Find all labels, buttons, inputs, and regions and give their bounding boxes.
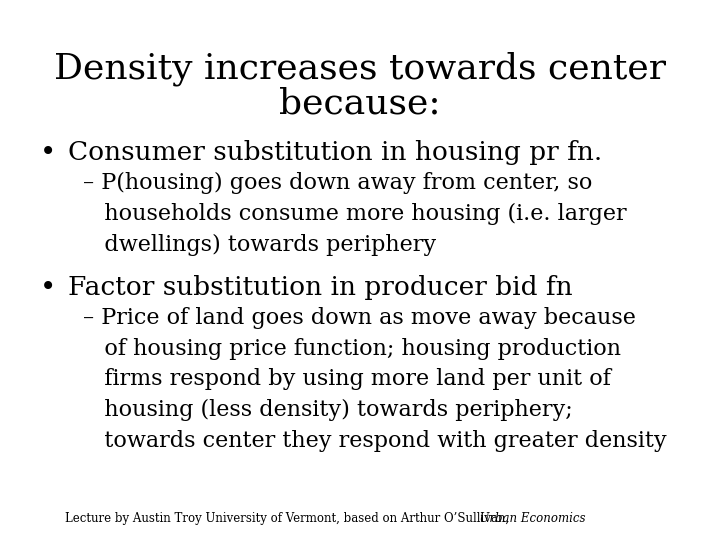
Text: – Price of land goes down as move away because: – Price of land goes down as move away b… bbox=[83, 307, 636, 329]
Text: Factor substitution in producer bid fn: Factor substitution in producer bid fn bbox=[68, 275, 573, 300]
Text: Density increases towards center: Density increases towards center bbox=[54, 51, 666, 86]
Text: because:: because: bbox=[279, 86, 441, 120]
Text: housing (less density) towards periphery;: housing (less density) towards periphery… bbox=[83, 399, 572, 421]
Text: of housing price function; housing production: of housing price function; housing produ… bbox=[83, 338, 621, 360]
Text: towards center they respond with greater density: towards center they respond with greater… bbox=[83, 430, 667, 452]
Text: Urban Economics: Urban Economics bbox=[472, 512, 585, 525]
Text: •: • bbox=[40, 275, 56, 302]
Text: dwellings) towards periphery: dwellings) towards periphery bbox=[83, 234, 436, 256]
Text: – P(housing) goes down away from center, so: – P(housing) goes down away from center,… bbox=[83, 172, 592, 194]
Text: •: • bbox=[40, 140, 56, 167]
Text: Consumer substitution in housing pr fn.: Consumer substitution in housing pr fn. bbox=[68, 140, 603, 165]
Text: Lecture by Austin Troy University of Vermont, based on Arthur O’Sullivan,: Lecture by Austin Troy University of Ver… bbox=[65, 512, 509, 525]
Text: firms respond by using more land per unit of: firms respond by using more land per uni… bbox=[83, 368, 611, 390]
Text: households consume more housing (i.e. larger: households consume more housing (i.e. la… bbox=[83, 203, 626, 225]
